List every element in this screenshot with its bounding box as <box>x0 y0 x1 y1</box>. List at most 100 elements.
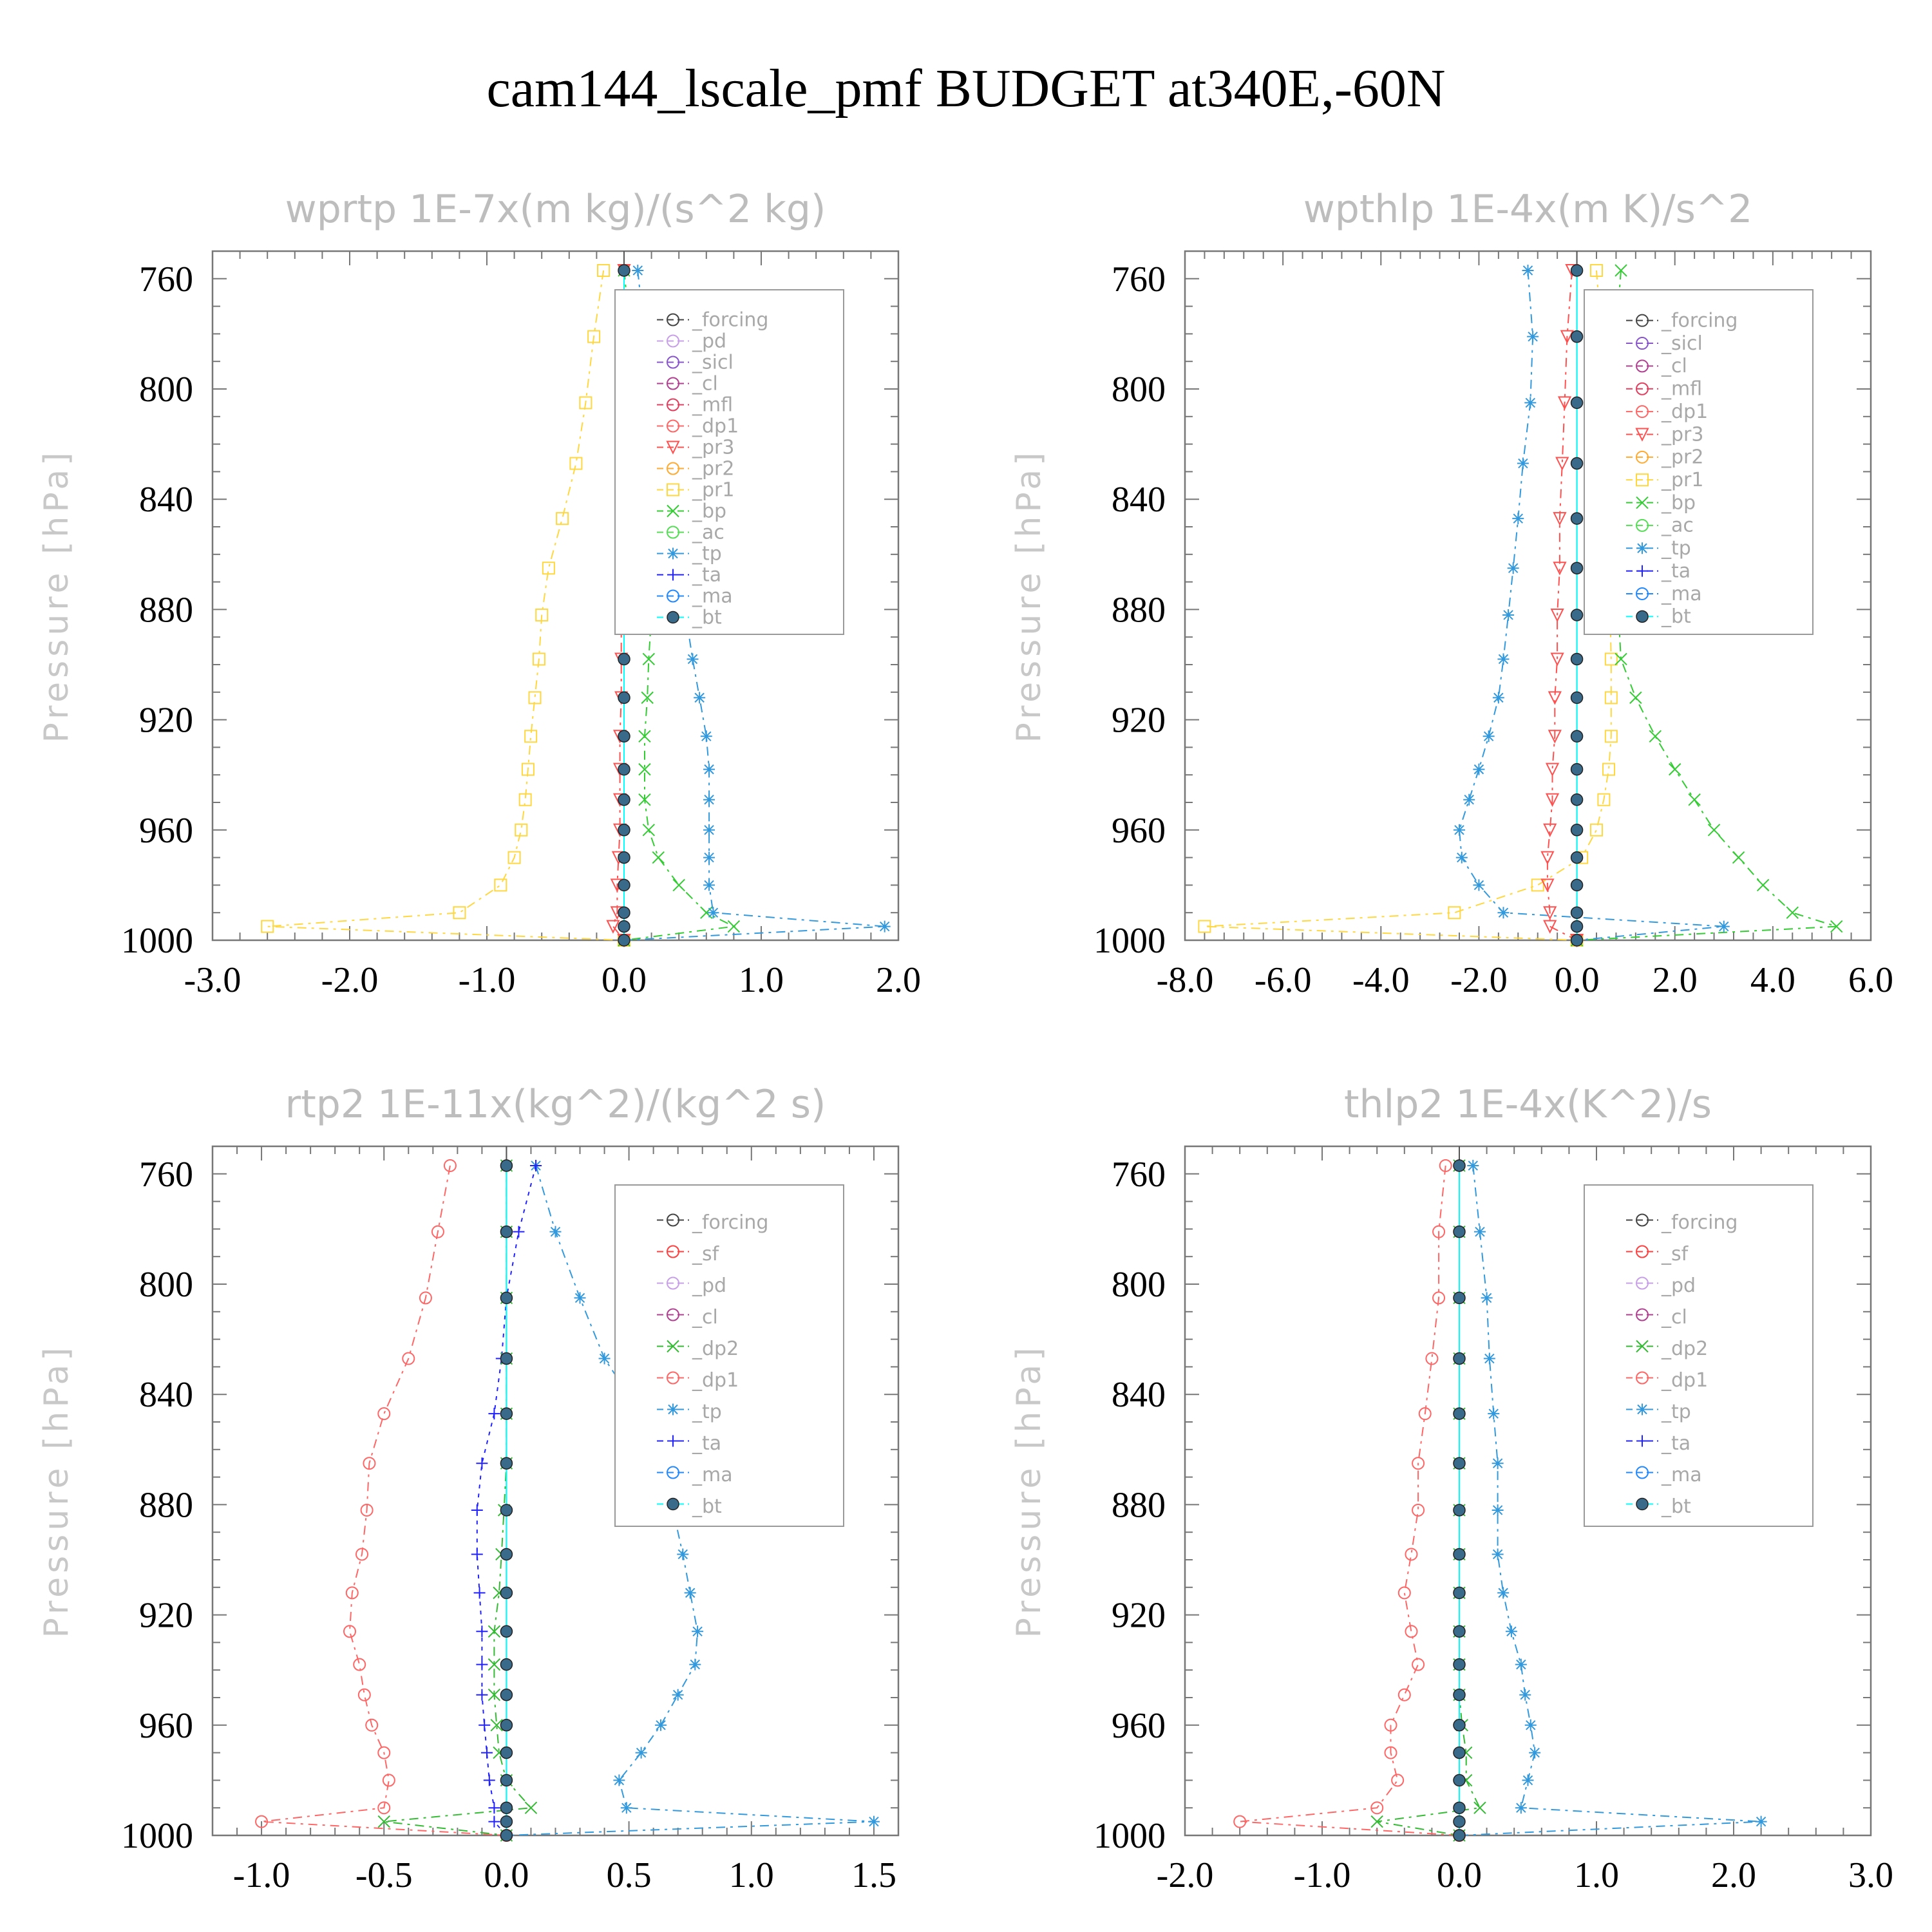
x-tick-label: -6.0 <box>1255 960 1312 1000</box>
legend-label: _pr2 <box>1661 446 1703 469</box>
panel-title: thlp2 1E-4x(K^2)/s <box>1344 1082 1712 1127</box>
bp-marker <box>642 824 656 837</box>
bp-marker <box>1830 920 1843 933</box>
tp-marker <box>1467 1159 1479 1171</box>
bp-marker <box>1786 906 1799 919</box>
bt-marker <box>500 1719 513 1732</box>
legend-label: _dp1 <box>1661 401 1708 423</box>
ta-marker <box>667 569 679 581</box>
legend-box <box>1584 1184 1814 1527</box>
legend-label: _sf <box>1661 1243 1689 1265</box>
y-tick-label: 920 <box>1112 701 1166 741</box>
tp-marker <box>1497 653 1510 665</box>
tp-marker <box>1522 1774 1534 1786</box>
y-tick-label: 760 <box>139 260 193 299</box>
bp-marker <box>667 504 679 518</box>
legend-label: _dp2 <box>1661 1338 1708 1360</box>
pr3-marker <box>1550 608 1564 623</box>
bt-marker <box>1636 610 1649 623</box>
pr3-marker <box>1548 730 1562 744</box>
bp-marker <box>1649 730 1662 743</box>
pr1-marker <box>494 878 507 892</box>
legend-item: _dp2 <box>657 1338 739 1360</box>
series-line-pr1 <box>1204 270 1612 941</box>
pr1-marker <box>528 691 542 705</box>
x-tick-label: -4.0 <box>1352 960 1410 1000</box>
legend: _forcing_pd_sicl_cl_mfl_dp1_pr3_pr2_pr1_… <box>614 289 844 635</box>
bt-marker <box>618 851 630 864</box>
tp-marker <box>1529 1747 1541 1759</box>
tp-marker <box>1473 763 1485 775</box>
tp-marker <box>1454 824 1465 836</box>
legend-label: _mfl <box>692 393 733 416</box>
tp-marker <box>667 1403 679 1416</box>
y-tick-label: 880 <box>1112 1485 1166 1525</box>
tp-marker <box>707 907 719 919</box>
bt-marker <box>1570 878 1584 892</box>
legend-item: _tp <box>1626 1401 1691 1423</box>
ac-marker <box>667 526 679 539</box>
legend-item: _cl <box>657 1306 718 1329</box>
legend-label: _ac <box>1661 515 1694 537</box>
x-tick-label: 2.0 <box>876 960 921 1000</box>
series-line-dp1 <box>1240 1165 1460 1836</box>
dp1-marker <box>1636 405 1649 419</box>
bp-marker <box>638 762 651 776</box>
legend-item: _pd <box>1626 1274 1696 1297</box>
pr1-marker <box>1604 691 1618 705</box>
tp-marker <box>1515 1802 1527 1814</box>
tp-marker <box>1505 1625 1517 1638</box>
x-tick-label: 1.0 <box>739 960 784 1000</box>
bp-marker <box>1688 793 1701 806</box>
pr1-marker <box>1448 906 1461 920</box>
bt-marker <box>500 1548 513 1561</box>
legend-label: _tp <box>692 1401 722 1423</box>
legend-item: _forcing <box>657 1211 768 1234</box>
tp-marker <box>1483 1352 1495 1365</box>
tp-marker <box>703 793 715 806</box>
bt-marker <box>500 1159 513 1172</box>
legend-item: _pr2 <box>1626 446 1703 469</box>
pr1-marker <box>569 457 583 470</box>
mfl-marker <box>667 398 679 412</box>
bt-marker <box>500 1407 513 1420</box>
ta-marker <box>530 1159 542 1171</box>
legend-box <box>614 289 844 635</box>
bt-marker <box>618 652 630 666</box>
legend-item: _ta <box>1626 560 1690 582</box>
bt-marker <box>500 1352 513 1365</box>
bt-marker <box>500 1688 513 1701</box>
bt-marker <box>1453 1625 1466 1638</box>
dp1-marker <box>443 1159 457 1172</box>
bp-marker <box>652 851 665 864</box>
dp2-marker <box>488 1689 501 1701</box>
legend-label: _pr1 <box>1661 469 1703 491</box>
panel-title: rtp2 1E-11x(kg^2)/(kg^2 s) <box>285 1082 826 1127</box>
ta-marker <box>1636 565 1648 577</box>
series-pr1 <box>1198 263 1618 947</box>
legend-item: _sicl <box>657 351 734 374</box>
legend-item: _cl <box>657 372 718 395</box>
bt-marker <box>1453 1159 1466 1172</box>
chart-panel-2: wpthlp 1E-4x(m K)/s^2 Pressure [hPa] -8.0 -… <box>1010 187 1893 1000</box>
tp-marker <box>1488 1408 1500 1420</box>
ta-marker <box>488 1408 500 1420</box>
bt-marker <box>1570 609 1584 621</box>
ta-marker <box>483 1774 495 1786</box>
legend: _forcing_sicl_cl_mfl_dp1_pr3_pr2_pr1_bp_… <box>1584 289 1814 635</box>
tp-marker <box>1492 1548 1504 1560</box>
pd-marker <box>667 334 679 348</box>
plot-frame <box>1184 1145 1872 1837</box>
dp1-marker <box>363 1457 376 1470</box>
legend-item: _ma <box>657 585 733 607</box>
y-tick-label: 800 <box>139 370 193 410</box>
legend-item: _dp1 <box>657 1369 739 1392</box>
panels: wprtp 1E-7x(m kg)/(s^2 kg) Pressure [hPa]… <box>37 187 1893 1895</box>
bp-marker <box>672 878 685 892</box>
legend-label: _sicl <box>692 351 734 374</box>
y-axis-label: Pressure [hPa] <box>37 1344 76 1638</box>
forcing-marker <box>1636 314 1649 327</box>
pr1-marker <box>524 730 538 743</box>
cl-marker <box>1636 1308 1649 1321</box>
tp-marker <box>1527 330 1539 343</box>
